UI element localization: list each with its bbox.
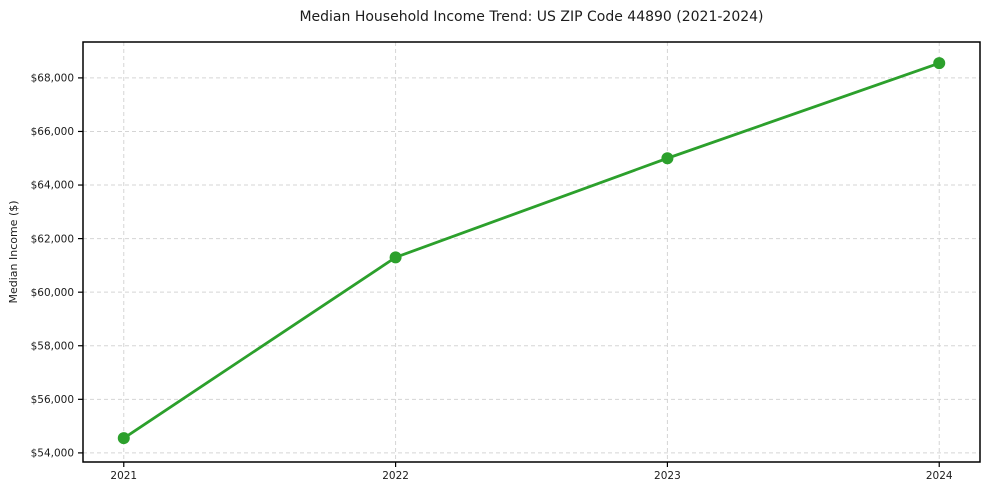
x-tick-label: 2021: [110, 470, 137, 482]
y-tick-label: $66,000: [31, 126, 74, 138]
income-trend-line: [122, 61, 941, 440]
axes-frame: [82, 41, 981, 463]
x-tick-label: 2023: [654, 470, 681, 482]
y-tick-label: $56,000: [31, 394, 74, 406]
x-tick-label: 2022: [382, 470, 409, 482]
y-tick-label: $68,000: [31, 73, 74, 85]
y-tick-label: $54,000: [31, 448, 74, 460]
data-point-2023: [661, 152, 674, 165]
y-tick-label: $62,000: [31, 233, 74, 245]
tick-layer: $54,000 $56,000 $58,000 $60,000 $62,000 $64,0…: [31, 73, 953, 482]
x-tick-label: 2024: [926, 470, 953, 482]
data-point-2022: [389, 251, 402, 264]
y-tick-label: $64,000: [31, 180, 74, 192]
data-point-2024: [933, 57, 946, 70]
grid-layer: [83, 42, 980, 462]
series-layer: [117, 57, 946, 445]
y-tick-label: $60,000: [31, 287, 74, 299]
chart-title: Median Household Income Trend: US ZIP Co…: [299, 9, 763, 25]
y-tick-label: $58,000: [31, 340, 74, 352]
data-point-2021: [117, 432, 130, 445]
y-axis-label: Median Income ($): [7, 200, 20, 303]
